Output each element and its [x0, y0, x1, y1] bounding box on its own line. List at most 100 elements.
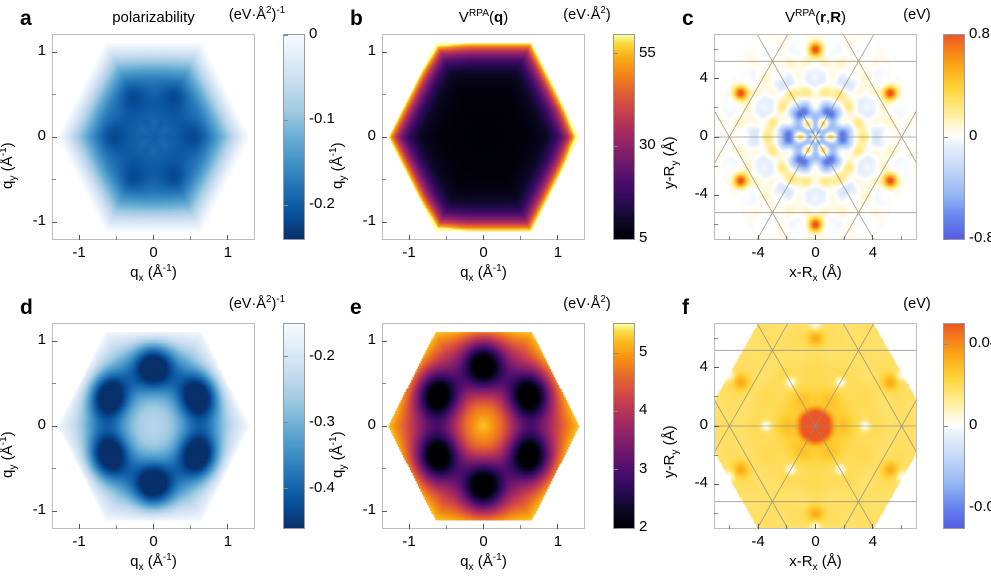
xtick-minor [729, 236, 730, 240]
ytick-minor [714, 396, 718, 397]
colorbar-tick-e-2: 3 [639, 461, 647, 476]
xtick-label-f-1: 0 [794, 534, 838, 549]
colorbar-tick-e-1: 4 [639, 402, 647, 417]
colorbar-unit-b: (eV·Å2) [535, 8, 639, 23]
xtick-mark [79, 235, 80, 240]
ytick-mark [714, 367, 719, 368]
colorbar-tick-c-2: -0.8 [969, 230, 991, 245]
ytick-mark [382, 426, 387, 427]
panel-title-c: VRPA(r,R) [714, 10, 917, 25]
colorbar-d [283, 323, 305, 529]
colorbar-tick-c-0: 0.8 [969, 26, 990, 41]
ytick-label-f-2: -4 [672, 475, 708, 490]
ytick-label-a-0: 1 [10, 43, 46, 58]
colorbar-tick-mark [614, 353, 618, 354]
ytick-minor [714, 49, 718, 50]
colorbar-unit-c: (eV) [865, 8, 969, 23]
ytick-minor [714, 338, 718, 339]
colorbar-tick-f-0: 0.04 [969, 335, 991, 350]
colorbar-tick-mark [614, 528, 618, 529]
ytick-label-b-2: -1 [340, 213, 376, 228]
colorbar-tick-mark [614, 411, 618, 412]
colorbar-tick-mark [944, 137, 948, 138]
panel-title-a: polarizability [52, 10, 255, 25]
xaxis-label-a: qx (Å-1) [52, 265, 255, 280]
ytick-label-b-0: 1 [340, 43, 376, 58]
panel-label-c: c [682, 8, 694, 29]
xtick-label-d-1: 0 [132, 534, 176, 549]
colorbar-tick-d-2: -0.4 [309, 480, 335, 495]
colorbar-tick-mark [614, 53, 618, 54]
xtick-mark [815, 524, 816, 529]
ytick-minor [714, 224, 718, 225]
ytick-mark [382, 52, 387, 53]
xtick-label-c-2: 4 [851, 245, 895, 260]
ytick-label-e-1: 0 [340, 417, 376, 432]
yaxis-label-e: qy (Å-1) [330, 431, 345, 478]
ytick-mark [52, 341, 57, 342]
colorbar-tick-mark [944, 239, 948, 240]
colorbar-c [943, 34, 965, 240]
xtick-minor [786, 236, 787, 240]
xtick-mark [153, 524, 154, 529]
xtick-minor [446, 236, 447, 240]
xtick-label-e-0: -1 [387, 534, 431, 549]
colorbar-tick-mark [614, 146, 618, 147]
xtick-mark [79, 524, 80, 529]
ytick-label-d-2: -1 [10, 502, 46, 517]
colorbar-unit-d: (eV·Å2)-1 [205, 297, 309, 312]
panel-label-e: e [350, 297, 362, 318]
panel-title-b: VRPA(q) [382, 10, 585, 25]
ytick-minor [52, 179, 56, 180]
colorbar-tick-f-1: 0 [969, 417, 977, 432]
colorbar-tick-mark [284, 356, 288, 357]
colorbar-tick-mark [284, 35, 288, 36]
ytick-label-c-2: -4 [672, 186, 708, 201]
xtick-minor [844, 525, 845, 529]
ytick-mark [714, 195, 719, 196]
colorbar-tick-b-2: 5 [639, 230, 647, 245]
xtick-minor [786, 525, 787, 529]
yaxis-label-f: y-Ry (Å) [662, 425, 677, 478]
colorbar-tick-e-3: 2 [639, 519, 647, 534]
colorbar-a [283, 34, 305, 240]
colorbar-unit-f: (eV) [865, 297, 969, 312]
xtick-mark [758, 235, 759, 240]
colorbar-unit-a: (eV·Å2)-1 [205, 8, 309, 23]
xtick-label-b-0: -1 [387, 245, 431, 260]
xtick-mark [153, 235, 154, 240]
xtick-label-f-0: -4 [736, 534, 780, 549]
xtick-mark [758, 524, 759, 529]
xtick-mark [227, 235, 228, 240]
xaxis-label-c: x-Rx (Å) [714, 265, 917, 280]
xtick-mark [409, 524, 410, 529]
ytick-minor [382, 94, 386, 95]
colorbar-tick-e-0: 5 [639, 344, 647, 359]
ytick-label-d-1: 0 [10, 417, 46, 432]
xtick-mark [227, 524, 228, 529]
yaxis-label-b: qy (Å-1) [330, 142, 345, 189]
xaxis-label-d: qx (Å-1) [52, 554, 255, 569]
xtick-mark [557, 235, 558, 240]
ytick-label-b-1: 0 [340, 128, 376, 143]
colorbar-tick-mark [614, 239, 618, 240]
ytick-mark [52, 137, 57, 138]
heatmap-d [53, 324, 254, 528]
colorbar-tick-mark [944, 344, 948, 345]
xtick-label-b-2: 1 [536, 245, 580, 260]
xtick-label-a-2: 1 [206, 245, 250, 260]
xtick-minor [520, 525, 521, 529]
colorbar-tick-b-0: 55 [639, 45, 656, 60]
xtick-minor [844, 236, 845, 240]
yaxis-label-a: qy (Å-1) [0, 142, 15, 189]
ytick-minor [382, 468, 386, 469]
ytick-mark [382, 222, 387, 223]
plot-area-a [52, 34, 255, 240]
colorbar-tick-c-1: 0 [969, 128, 977, 143]
colorbar-tick-d-1: -0.3 [309, 414, 335, 429]
colorbar-tick-mark [284, 120, 288, 121]
ytick-mark [714, 426, 719, 427]
